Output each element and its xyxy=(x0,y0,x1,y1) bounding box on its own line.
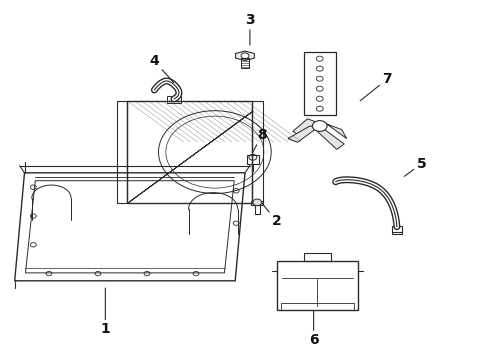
Polygon shape xyxy=(322,122,347,139)
Circle shape xyxy=(313,121,327,131)
Bar xyxy=(304,52,336,115)
Bar xyxy=(304,253,331,261)
Bar xyxy=(252,101,263,203)
Text: 1: 1 xyxy=(100,288,110,336)
Bar xyxy=(392,226,402,234)
Text: 2: 2 xyxy=(262,203,282,228)
Bar xyxy=(167,96,181,103)
Bar xyxy=(117,101,127,203)
Polygon shape xyxy=(236,51,254,60)
Bar xyxy=(241,58,249,68)
Text: 7: 7 xyxy=(360,72,392,101)
Polygon shape xyxy=(288,126,318,142)
Text: 4: 4 xyxy=(149,54,174,83)
Circle shape xyxy=(253,199,262,206)
Bar xyxy=(247,155,259,164)
Bar xyxy=(251,201,263,205)
Text: 6: 6 xyxy=(309,311,318,347)
Text: 3: 3 xyxy=(245,13,255,45)
Polygon shape xyxy=(318,128,344,149)
Bar xyxy=(255,205,260,214)
Polygon shape xyxy=(293,119,318,137)
Text: 8: 8 xyxy=(252,128,267,153)
Circle shape xyxy=(241,53,249,59)
Bar xyxy=(277,261,358,310)
Bar xyxy=(281,303,354,310)
Text: 5: 5 xyxy=(404,157,426,176)
Bar xyxy=(127,101,252,203)
